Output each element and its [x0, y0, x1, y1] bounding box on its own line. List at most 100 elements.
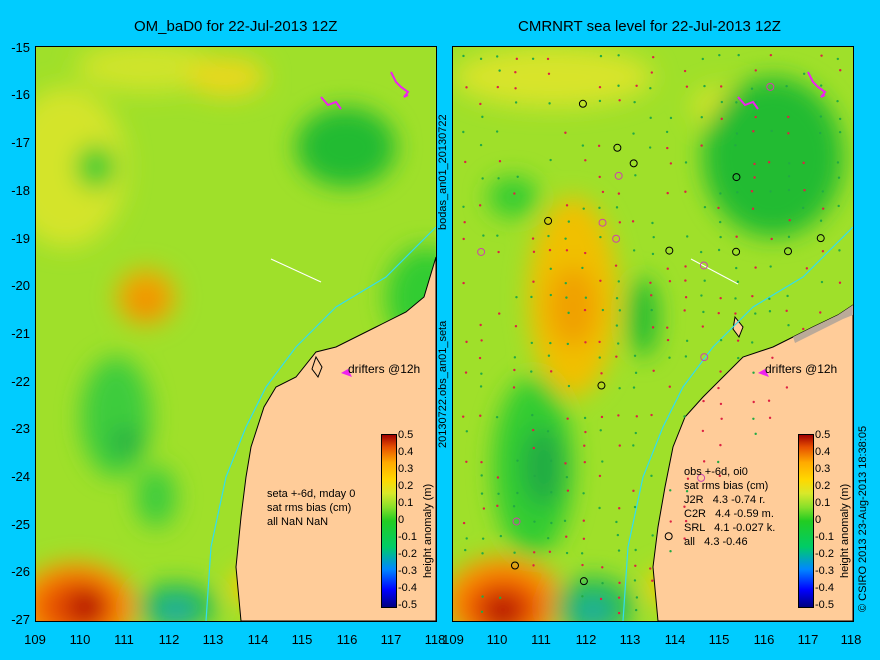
obs-marker: [549, 267, 552, 270]
obs-marker: [618, 309, 622, 312]
obs-marker: [614, 171, 623, 180]
obs-marker: [465, 340, 468, 344]
obs-marker: [549, 370, 553, 373]
obs-marker: [634, 608, 638, 612]
obs-marker: [465, 86, 468, 89]
obs-marker: [497, 177, 500, 180]
obs-marker: [649, 116, 652, 120]
obs-marker: [515, 295, 518, 299]
x-tick-label: 118: [840, 632, 862, 647]
obs-marker: [668, 385, 671, 388]
obs-marker: [617, 414, 620, 417]
obs-marker: [618, 99, 621, 102]
obs-marker: [598, 506, 601, 510]
obs-marker: [583, 444, 586, 447]
obs-marker: [752, 371, 755, 374]
obs-marker: [751, 341, 754, 344]
obs-marker: [767, 399, 771, 402]
obs-marker: [583, 460, 587, 464]
obs-marker: [787, 115, 790, 119]
x-tick-label: 112: [575, 632, 597, 647]
obs-marker: [599, 279, 602, 282]
obs-marker: [616, 342, 620, 345]
right-panel-title: CMRNRT sea level for 22-Jul-2013 12Z: [518, 18, 781, 35]
obs-marker: [479, 323, 482, 327]
obs-marker: [838, 130, 842, 134]
obs-marker: [719, 338, 723, 342]
obs-marker: [786, 294, 789, 298]
obs-marker: [668, 356, 671, 359]
obs-marker: [816, 234, 825, 243]
obs-marker: [499, 534, 503, 538]
obs-marker: [683, 309, 686, 312]
obs-marker: [701, 429, 705, 433]
obs-marker: [734, 297, 737, 300]
colorbar-tick: -0.3: [398, 565, 417, 577]
obs-marker: [788, 162, 791, 165]
obs-marker: [513, 192, 516, 195]
obs-marker: [496, 55, 499, 58]
obs-marker: [512, 386, 516, 389]
obs-marker: [700, 353, 709, 362]
obs-marker: [702, 399, 705, 403]
obs-marker: [581, 266, 584, 270]
right-note-2: sat rms bias (cm): [684, 480, 769, 492]
obs-marker: [514, 87, 517, 90]
obs-marker: [703, 279, 706, 282]
obs-marker: [683, 537, 686, 540]
obs-marker: [600, 372, 603, 375]
x-tick-label: 114: [664, 632, 686, 647]
left-note-2: sat rms bias (cm): [267, 502, 352, 514]
obs-marker: [702, 310, 705, 314]
obs-marker: [514, 101, 518, 104]
colorbar-tick: 0.4: [398, 446, 414, 458]
obs-marker: [465, 460, 468, 464]
obs-marker: [785, 309, 788, 313]
obs-marker: [598, 175, 601, 179]
obs-marker: [732, 173, 741, 182]
obs-marker: [686, 477, 690, 480]
obs-marker: [718, 53, 721, 57]
obs-marker: [632, 132, 635, 135]
obs-marker: [462, 521, 466, 525]
obs-marker: [532, 564, 535, 567]
obs-marker: [565, 296, 568, 299]
obs-marker: [634, 431, 637, 435]
obs-marker: [482, 507, 486, 510]
obs-marker: [550, 521, 553, 525]
obs-marker: [479, 414, 482, 417]
colorbar-tick: -0.2: [398, 548, 417, 560]
obs-marker: [480, 372, 483, 375]
obs-marker: [719, 443, 722, 447]
obs-marker: [821, 250, 825, 253]
obs-marker: [565, 475, 569, 479]
obs-marker: [497, 492, 500, 495]
obs-marker: [669, 116, 673, 120]
obs-marker: [717, 311, 720, 315]
x-tick-label: 118: [424, 632, 446, 647]
obs-marker: [771, 356, 774, 360]
obs-marker: [616, 533, 620, 537]
x-tick-label: 115: [708, 632, 730, 647]
obs-marker: [770, 237, 773, 241]
obs-marker: [550, 491, 553, 494]
obs-marker: [617, 84, 620, 87]
left-map: [36, 47, 436, 621]
obs-marker: [583, 416, 587, 420]
right-note-4: C2R 4.4 -0.59 m.: [684, 508, 774, 520]
left-colorbar-label: height anomaly (m): [422, 483, 434, 578]
obs-marker: [532, 551, 536, 554]
obs-marker: [665, 246, 674, 255]
obs-marker: [669, 489, 672, 492]
obs-marker: [769, 53, 773, 57]
obs-marker: [685, 85, 689, 88]
obs-marker: [734, 144, 737, 147]
obs-marker: [719, 296, 722, 300]
obs-marker: [719, 192, 722, 195]
colorbar-tick: -0.5: [815, 599, 834, 611]
obs-marker: [597, 144, 601, 148]
obs-marker: [684, 355, 688, 358]
obs-marker: [633, 354, 637, 358]
obs-marker: [839, 69, 842, 72]
colorbar-tick: -0.4: [398, 582, 417, 594]
